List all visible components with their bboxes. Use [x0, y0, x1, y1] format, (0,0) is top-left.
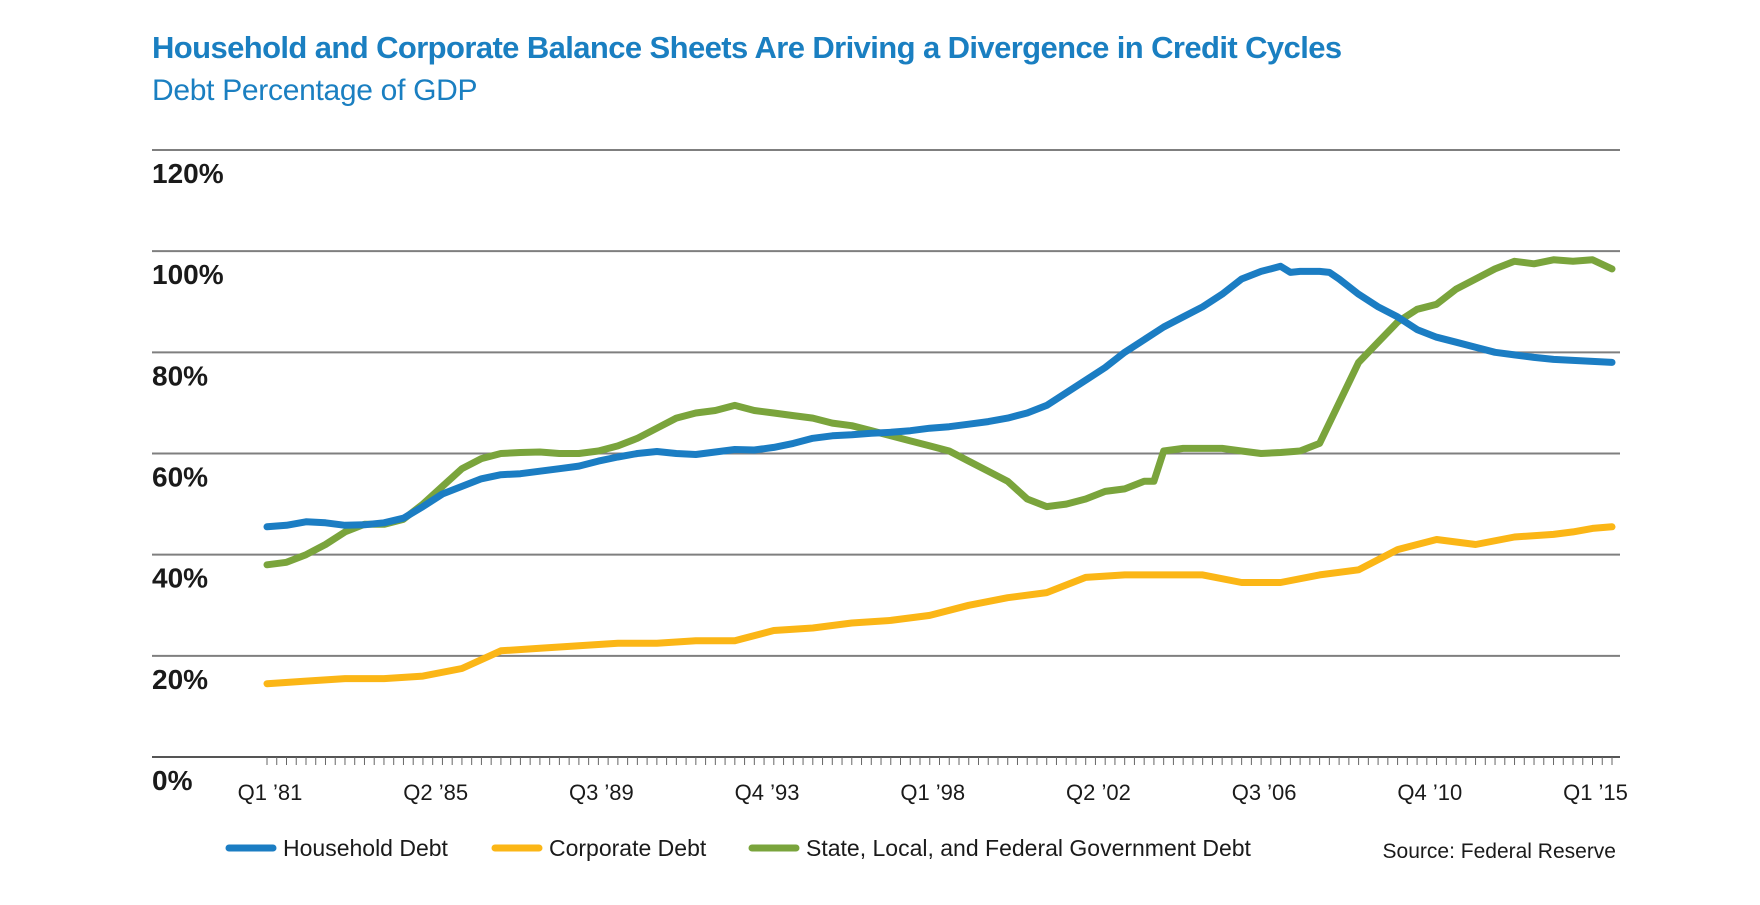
y-tick-label: 0%	[152, 765, 193, 796]
y-tick-label: 40%	[152, 563, 208, 594]
x-tick-label: Q4 ’10	[1397, 780, 1462, 805]
series-line-corporate-debt	[263, 523, 1616, 688]
y-tick-label: 120%	[152, 158, 224, 189]
y-tick-label: 100%	[152, 259, 224, 290]
y-tick-label: 60%	[152, 462, 208, 493]
x-axis: Q1 ’81 Q2 ’85 Q3 ’89 Q4 ’93 Q1 ’98 Q2 ’02 Q3 ’…	[152, 756, 1628, 805]
series-line-state-local-and-federal-government-debt	[263, 256, 1616, 569]
y-tick-label: 80%	[152, 360, 208, 391]
chart-subtitle: Debt Percentage of GDP	[152, 74, 478, 107]
x-tick-label: Q1 ’98	[900, 780, 965, 805]
y-tick-label: 20%	[152, 664, 208, 695]
chart-title: Household and Corporate Balance Sheets A…	[152, 30, 1342, 65]
x-tick-label: Q3 ’89	[569, 780, 634, 805]
series-line-household-debt	[263, 262, 1616, 531]
x-tick-label: Q2 ’02	[1066, 780, 1131, 805]
legend-label: Household Debt	[283, 835, 449, 861]
x-tick-label: Q2 ’85	[403, 780, 468, 805]
y-axis-tick-labels: 0% 20% 40% 60% 80% 100% 120%	[152, 158, 224, 796]
x-tick-label: Q4 ’93	[735, 780, 800, 805]
gridlines	[152, 149, 1620, 657]
series-lines	[263, 256, 1616, 688]
legend-label: Corporate Debt	[549, 835, 707, 861]
source-note: Source: Federal Reserve	[1383, 840, 1616, 863]
legend: Household Debt Corporate Debt State, Local…	[225, 835, 1252, 861]
x-tick-label: Q3 ’06	[1232, 780, 1297, 805]
x-tick-label: Q1 ’15	[1563, 780, 1628, 805]
x-tick-label: Q1 ’81	[238, 780, 303, 805]
legend-label: State, Local, and Federal Government Deb…	[806, 835, 1252, 861]
